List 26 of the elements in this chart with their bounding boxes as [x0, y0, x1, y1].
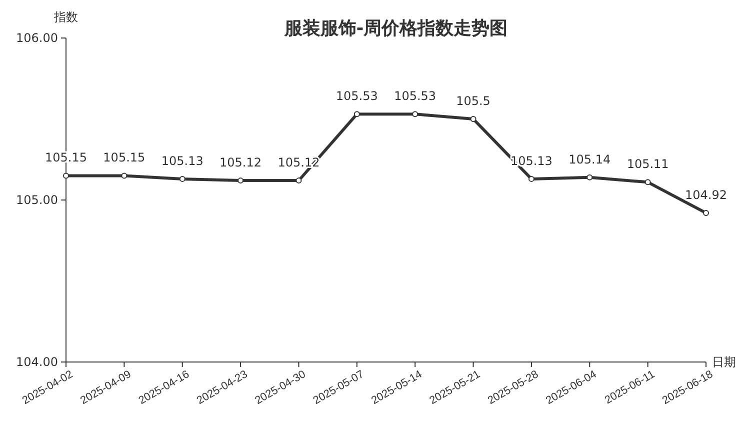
point	[470, 116, 476, 122]
point	[528, 176, 534, 182]
data-label: 105.12	[220, 156, 262, 170]
data-label: 105.13	[161, 154, 204, 168]
y-axis-title: 指数	[53, 10, 78, 24]
y-tick-label: 104.00	[16, 355, 58, 369]
point	[644, 179, 651, 186]
data-label: 104.92	[685, 188, 727, 202]
y-tick-label: 105.00	[16, 193, 58, 207]
point	[586, 174, 593, 180]
point	[63, 172, 69, 179]
point	[121, 172, 128, 179]
chart-title: 服装服饰-周价格指数走势图	[283, 18, 508, 39]
data-label: 105.11	[626, 157, 669, 172]
y-tick-label: 106.00	[16, 31, 58, 45]
data-label: 105.53	[394, 89, 436, 104]
data-label: 105.15	[103, 150, 146, 165]
data-label: 105.14	[568, 152, 611, 166]
point	[296, 178, 302, 184]
x-axis-title: 日期	[712, 355, 736, 369]
data-label: 105.5	[456, 94, 490, 108]
data-label: 105.53	[336, 89, 378, 104]
point	[354, 111, 360, 118]
point	[703, 210, 709, 216]
point	[412, 111, 418, 118]
point	[179, 176, 186, 182]
